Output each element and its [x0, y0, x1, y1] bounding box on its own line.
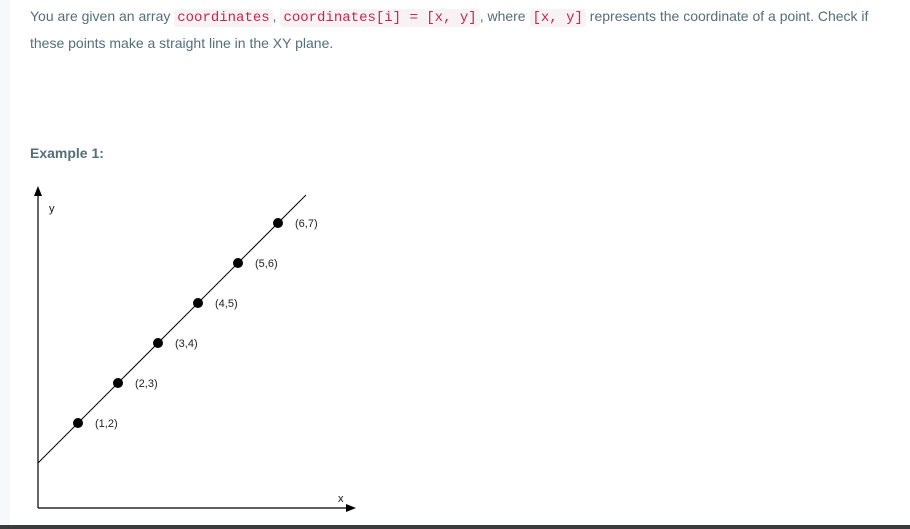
x-axis-arrow-icon: [346, 504, 356, 512]
example-figure: y x (1,2) (2,3) (3,4) (4,5) (5,6) (6,7): [34, 186, 356, 512]
data-point: [113, 378, 123, 388]
description-text: ,: [272, 8, 281, 24]
point-label: (5,6): [255, 258, 278, 270]
example-heading: Example 1:: [30, 145, 104, 161]
inline-code-xy: [x, y]: [529, 9, 586, 27]
x-axis-label: x: [338, 493, 344, 505]
point-label: (6,7): [295, 218, 318, 230]
description-text: You are given an array: [30, 8, 175, 24]
problem-description: You are given an array coordinates, coor…: [30, 4, 890, 56]
point-label: (2,3): [135, 378, 158, 390]
point-label: (1,2): [95, 418, 118, 430]
data-point: [193, 298, 203, 308]
data-point: [273, 218, 283, 228]
description-text: , where: [479, 8, 530, 24]
data-point: [73, 418, 83, 428]
plot-layer: (1,2) (2,3) (3,4) (4,5) (5,6) (6,7): [37, 194, 318, 464]
point-label: (3,4): [175, 338, 198, 350]
point-label: (4,5): [215, 298, 238, 310]
bottom-bar: [0, 525, 910, 529]
inline-code-coordinates-i: coordinates[i] = [x, y]: [280, 9, 480, 27]
inline-code-coordinates: coordinates: [174, 9, 273, 27]
data-point: [153, 338, 163, 348]
fit-line: [37, 194, 307, 464]
y-axis-label: y: [49, 203, 55, 215]
data-point: [233, 258, 243, 268]
y-axis-arrow-icon: [34, 186, 42, 196]
description-text: represents the coordinate of a point. Ch…: [30, 8, 869, 51]
problem-panel: You are given an array coordinates, coor…: [10, 0, 910, 525]
